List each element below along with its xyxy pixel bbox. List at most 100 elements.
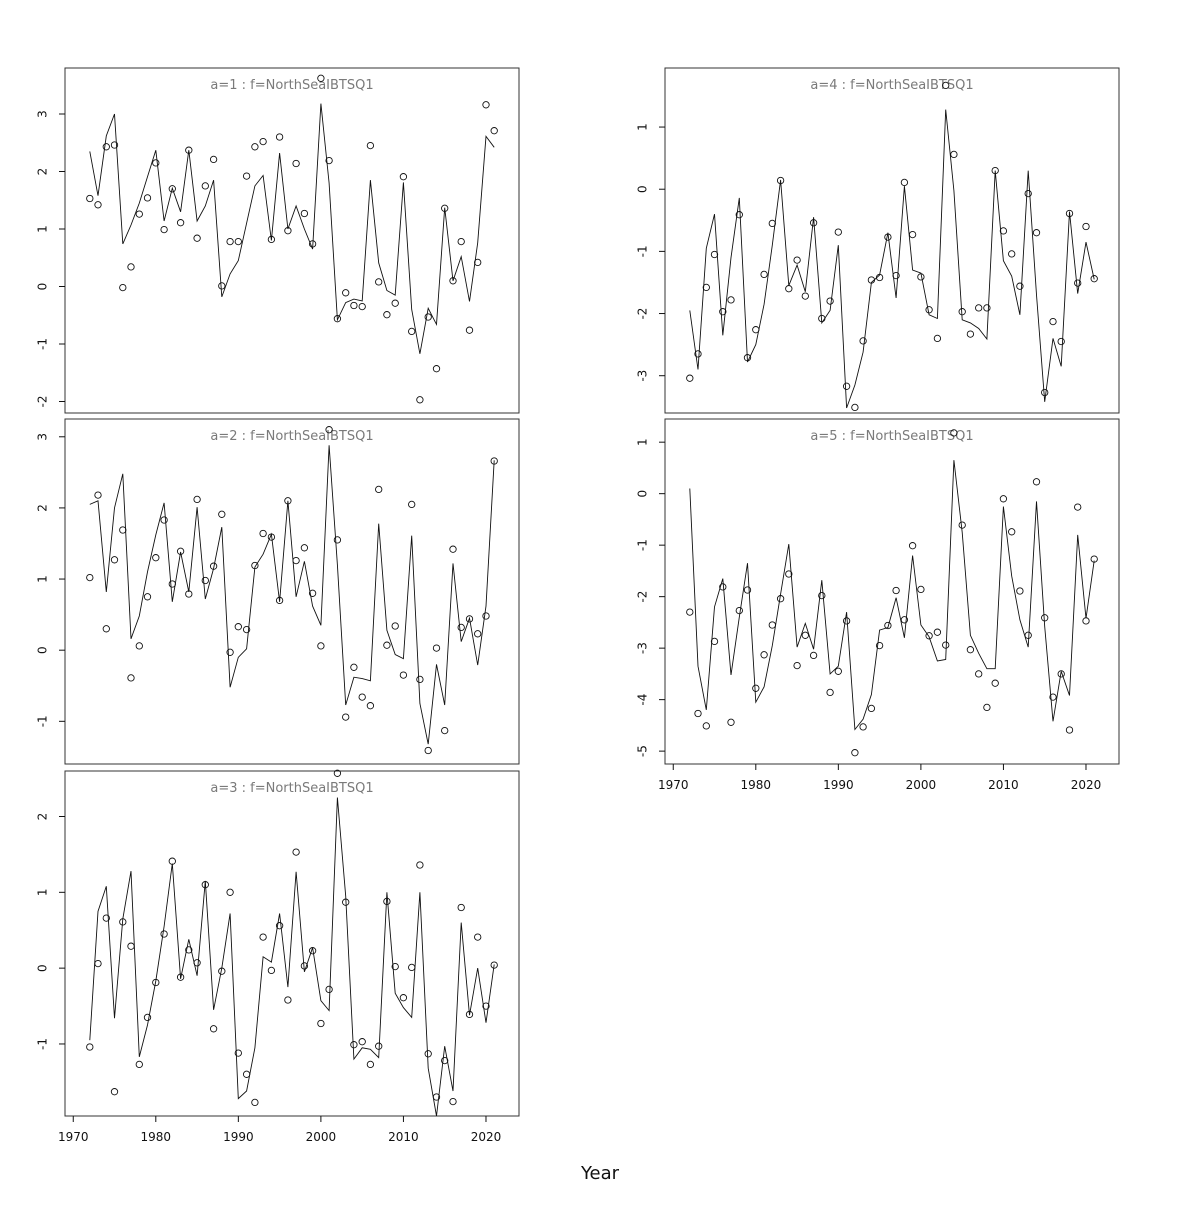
observed-point [892, 271, 900, 280]
observed-point [119, 526, 127, 534]
panel-frame [64, 67, 520, 414]
x-tick-label: 1980 [141, 1130, 172, 1144]
observed-point [457, 903, 465, 912]
observed-point [358, 693, 366, 701]
observed-point [465, 615, 474, 623]
observed-point [826, 297, 834, 305]
observed-point [1074, 279, 1082, 287]
observed-point [251, 1098, 259, 1107]
y-tick-label: -2 [36, 396, 50, 408]
observed-point [308, 589, 317, 597]
observed-point [259, 137, 267, 146]
observed-point [875, 273, 884, 282]
observed-point [482, 1002, 490, 1010]
observed-point [975, 304, 983, 312]
observed-point [152, 554, 160, 562]
observed-point [958, 521, 966, 529]
panel-a3: a=3 : f=NorthSeaIBTSQ1 -1 0 1 2 1970 1980 1990 2… [36, 769, 520, 1144]
observed-point [942, 641, 950, 649]
panel-frame [664, 418, 1120, 765]
y-tick-label: 2 [36, 504, 50, 512]
observed-point [317, 1019, 325, 1028]
observed-point [408, 963, 416, 972]
panel-title: a=4 : f=NorthSeaIBTSQ1 [810, 78, 973, 93]
observed-point [275, 133, 284, 141]
observed-point [275, 596, 284, 605]
observed-point [300, 209, 309, 218]
observed-point [474, 258, 482, 267]
observed-point [760, 270, 768, 279]
observed-point [999, 495, 1008, 503]
observed-point [801, 631, 809, 639]
observed-point [218, 967, 226, 975]
observed-point [991, 166, 999, 175]
observed-point [490, 961, 498, 969]
y-tick-label: 2 [36, 813, 50, 821]
observed-point [242, 625, 251, 634]
observed-point [694, 709, 702, 718]
observed-point [391, 622, 399, 630]
observed-point [785, 570, 793, 578]
observed-point [1065, 726, 1074, 734]
fitted-series-line [689, 460, 1095, 731]
fitted-series-line [689, 109, 1095, 409]
panel-title: a=1 : f=NorthSeaIBTSQ1 [210, 78, 373, 93]
observed-point [801, 292, 809, 300]
observed-point [185, 146, 193, 154]
y-tick-label: 1 [636, 123, 650, 131]
y-tick-label: 1 [36, 225, 50, 233]
observed-point [143, 194, 152, 202]
observed-point [760, 651, 768, 659]
observed-point [1041, 388, 1049, 397]
observed-point [399, 173, 408, 181]
observed-point [1024, 189, 1032, 198]
panel-frame [64, 770, 520, 1117]
observed-point [908, 542, 917, 550]
observed-point [1041, 614, 1049, 622]
observed-point [1074, 503, 1082, 511]
observed-point [1082, 222, 1090, 231]
y-tick-label: -2 [636, 591, 650, 603]
x-tick-label: 2010 [988, 778, 1019, 792]
observed-point [925, 632, 933, 640]
panel-title: a=3 : f=NorthSeaIBTSQ1 [210, 781, 373, 796]
x-tick-label: 2000 [906, 778, 937, 792]
observed-point [176, 973, 185, 981]
y-tick-label: -5 [636, 745, 650, 757]
x-tick-label: 2000 [306, 1130, 337, 1144]
y-tick-label: 0 [636, 185, 650, 193]
y-tick-label: 3 [36, 433, 50, 441]
y-tick-label: -4 [636, 694, 650, 706]
observed-point [900, 616, 909, 624]
observed-point [168, 580, 176, 588]
observed-point [152, 159, 160, 167]
observed-point [1049, 317, 1057, 326]
x-tick-label: 2010 [388, 1130, 419, 1144]
observed-point [102, 914, 110, 922]
observed-point [119, 283, 127, 292]
observed-point [1016, 587, 1024, 595]
observed-point [735, 211, 743, 219]
observed-point [727, 296, 735, 304]
observed-point [308, 947, 317, 955]
observed-point [358, 302, 366, 311]
observed-point [86, 573, 94, 582]
observed-point [975, 670, 983, 678]
observed-point [465, 1010, 474, 1019]
observed-point [383, 897, 391, 906]
observed-point [842, 617, 851, 625]
observed-point [933, 334, 942, 343]
observed-point [342, 898, 350, 906]
observed-point [366, 702, 375, 710]
observed-point [152, 978, 160, 987]
observed-point [292, 159, 300, 168]
observed-point [983, 703, 991, 712]
observed-point [482, 101, 490, 109]
observed-point [391, 299, 399, 307]
observed-point [710, 250, 719, 259]
observed-point [1008, 528, 1016, 536]
observed-point [752, 326, 760, 334]
observed-point [201, 881, 209, 889]
observed-point [768, 621, 776, 629]
observed-point [366, 141, 375, 150]
